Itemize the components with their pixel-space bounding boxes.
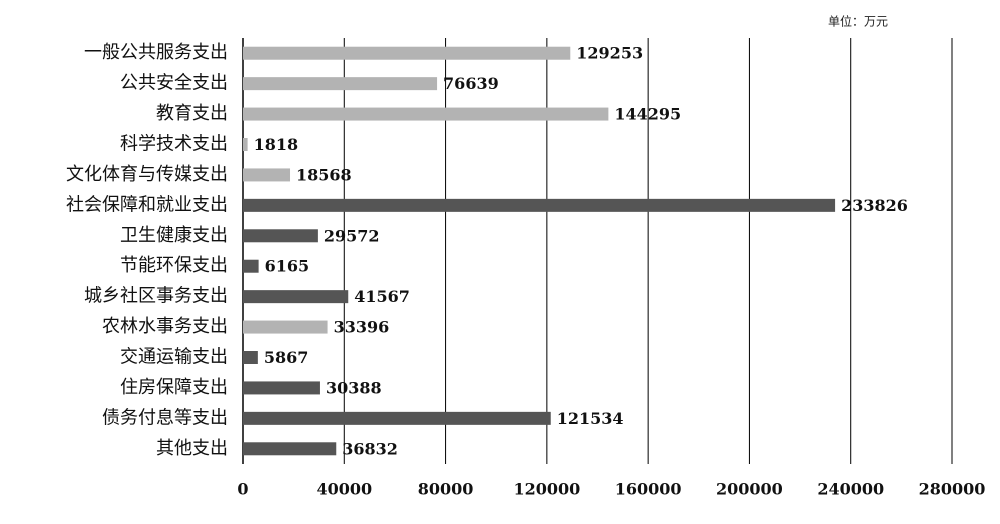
y-tick-label: 卫生健康支出 [120, 225, 228, 246]
x-tick-label: 200000 [716, 480, 783, 499]
unit-note: 单位：万元 [828, 14, 888, 29]
value-label: 129253 [576, 44, 643, 63]
value-label: 6165 [265, 257, 310, 276]
y-tick-label: 债务付息等支出 [102, 407, 228, 428]
value-label: 5867 [264, 348, 309, 367]
bar [243, 381, 320, 395]
y-tick-label: 文化体育与传媒支出 [66, 164, 228, 185]
x-tick-label: 40000 [316, 480, 372, 499]
value-label: 33396 [334, 318, 390, 337]
value-label: 41567 [354, 287, 410, 306]
x-tick-label: 80000 [418, 480, 474, 499]
x-tick-label: 0 [237, 480, 248, 499]
bar [243, 46, 571, 60]
bar [243, 107, 609, 121]
x-tick-label: 280000 [919, 480, 986, 499]
y-tick-label: 社会保障和就业支出 [66, 194, 228, 215]
bar [243, 77, 438, 91]
x-tick-label: 160000 [615, 480, 682, 499]
bar [243, 411, 551, 425]
bar [243, 290, 349, 304]
y-tick-label: 公共安全支出 [120, 73, 228, 94]
bar [243, 320, 328, 334]
y-tick-label: 一般公共服务支出 [84, 42, 228, 63]
y-tick-label: 其他支出 [156, 438, 228, 459]
value-label: 121534 [557, 409, 624, 428]
bar [243, 138, 248, 151]
value-label: 29572 [324, 226, 380, 245]
value-label: 144295 [614, 105, 681, 124]
bar [243, 351, 258, 364]
bar [243, 442, 337, 456]
y-tick-label: 交通运输支出 [120, 347, 228, 368]
bar [243, 168, 291, 182]
bar [243, 229, 318, 243]
y-tick-label: 节能环保支出 [120, 255, 228, 276]
value-label: 76639 [443, 74, 499, 93]
value-label: 36832 [342, 439, 398, 458]
y-tick-label: 农林水事务支出 [102, 316, 228, 337]
y-tick-label: 住房保障支出 [120, 377, 228, 398]
y-tick-label: 城乡社区事务支出 [84, 286, 228, 307]
value-label: 30388 [326, 378, 382, 397]
x-tick-label: 240000 [817, 480, 884, 499]
bar [243, 198, 836, 212]
x-tick-label: 120000 [513, 480, 580, 499]
bar [243, 259, 259, 273]
y-tick-label: 教育支出 [156, 103, 228, 124]
value-label: 1818 [254, 135, 299, 154]
value-label: 18568 [296, 165, 352, 184]
value-label: 233826 [841, 196, 908, 215]
y-tick-label: 科学技术支出 [120, 134, 228, 155]
